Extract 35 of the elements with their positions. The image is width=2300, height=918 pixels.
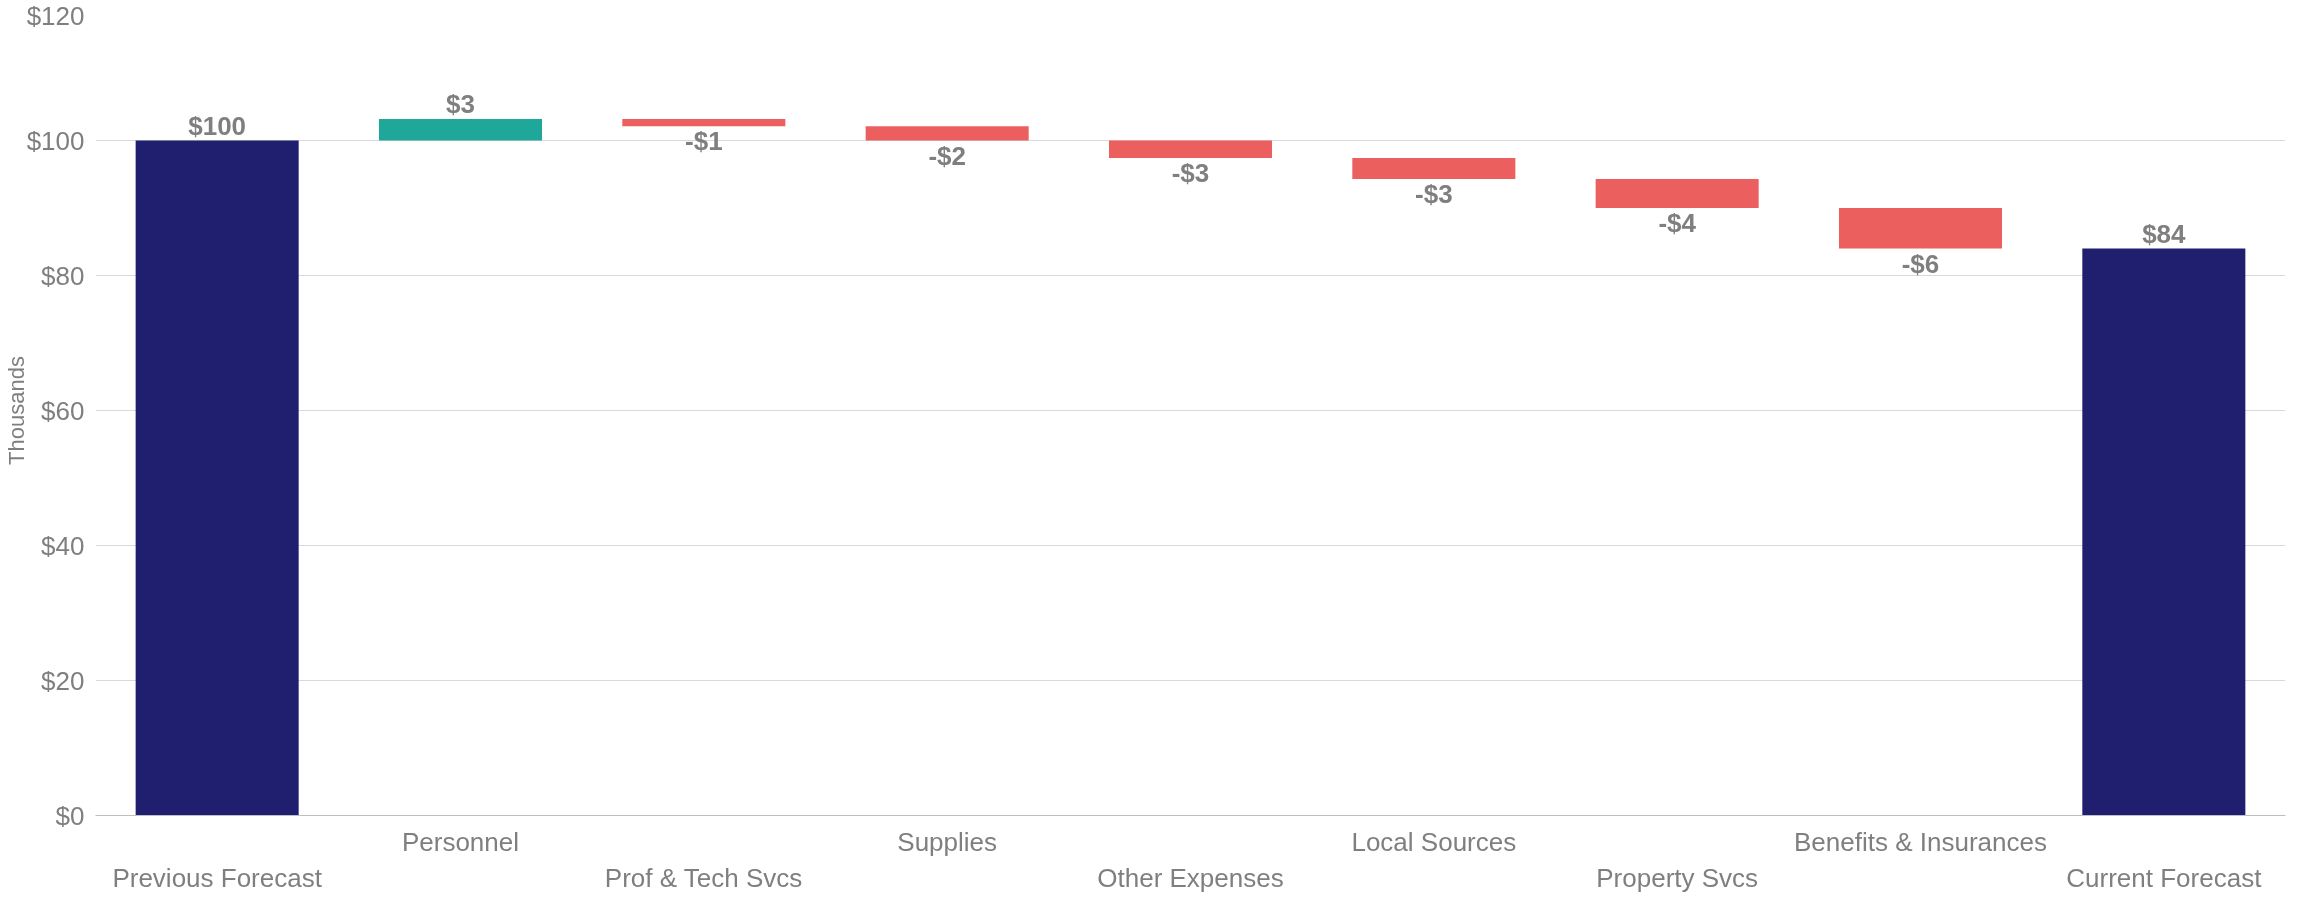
data-label: $100 [188,110,247,141]
data-label: -$3 [1171,158,1210,189]
bar [622,118,786,127]
bar [378,118,543,141]
bar [1352,158,1516,179]
y-tick-label: $40 [41,530,85,561]
bar [2082,248,2246,816]
x-tick-label: Benefits & Insurances [1794,826,2047,857]
bar [135,140,299,816]
x-tick-label: Local Sources [1351,826,1517,857]
y-axis-title: Thousands [3,356,29,465]
y-tick-label: $0 [55,800,85,831]
bar [1838,208,2003,249]
x-tick-label: Property Svcs [1596,862,1759,893]
y-tick-label: $20 [41,665,85,696]
y-tick-label: $100 [26,125,85,156]
data-label: $3 [446,88,475,119]
x-tick-label: Current Forecast [2066,862,2263,893]
bar [1595,178,1759,208]
x-tick-label: Prof & Tech Svcs [604,862,803,893]
data-label: -$3 [1415,178,1453,209]
data-label: -$2 [928,140,966,171]
x-tick-label: Supplies [897,826,998,857]
bar [1108,140,1273,159]
y-tick-label: $120 [26,0,85,31]
y-tick-label: $80 [41,260,85,291]
x-tick-label: Personnel [401,826,520,857]
y-tick-label: $60 [41,395,85,426]
x-tick-label: Other Expenses [1097,862,1284,893]
data-label: -$6 [1901,248,1940,279]
x-tick-label: Previous Forecast [112,862,323,893]
data-label: $84 [2142,218,2187,249]
bar [865,126,1029,141]
data-label: -$4 [1658,208,1697,238]
data-label: -$1 [685,126,723,157]
